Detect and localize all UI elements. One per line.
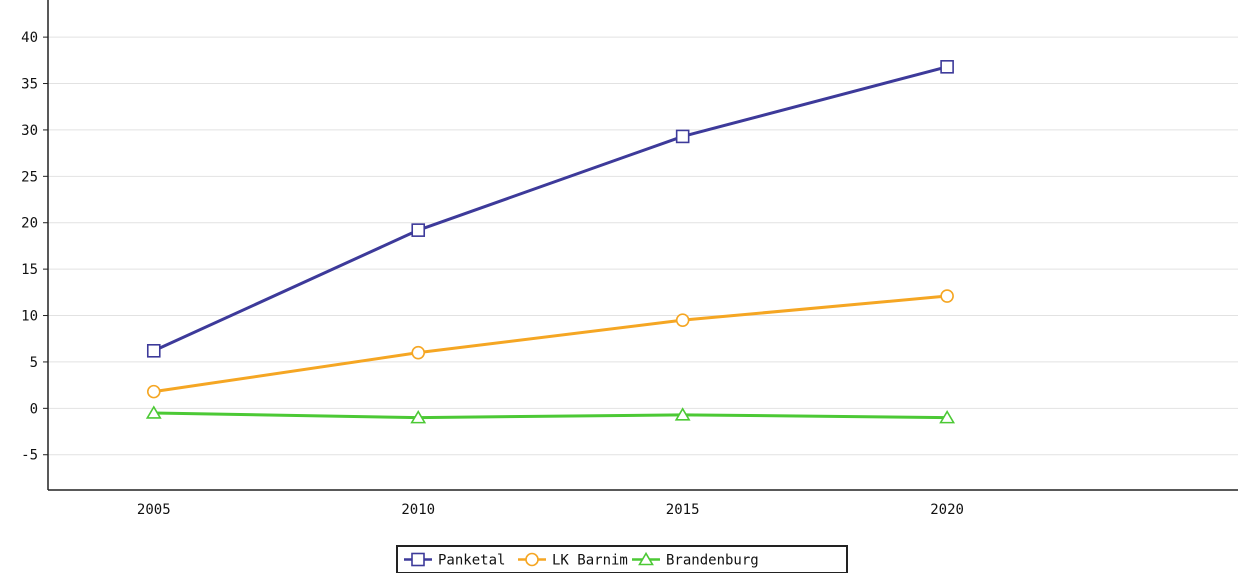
legend-box xyxy=(396,545,848,573)
data-point-square xyxy=(675,129,690,144)
data-point-circle xyxy=(146,384,161,399)
legend-marker-circle xyxy=(525,552,539,567)
data-point-circle xyxy=(675,313,690,327)
data-point-square xyxy=(146,343,161,358)
y-tick-label: 15 xyxy=(21,262,38,278)
data-point-triangle xyxy=(939,410,956,424)
x-tick-label: 2005 xyxy=(137,502,171,518)
y-tick-label: -5 xyxy=(21,448,38,464)
x-tick-label: 2015 xyxy=(666,502,700,518)
data-point-square xyxy=(940,60,954,74)
y-tick-label: 40 xyxy=(21,30,38,46)
y-tick-label: 20 xyxy=(21,216,38,232)
series-line xyxy=(153,294,948,394)
series-group xyxy=(145,60,956,424)
x-tick-label: 2020 xyxy=(930,502,964,518)
y-tick-label: 35 xyxy=(21,77,38,93)
legend-item-panketal[interactable]: Panketal xyxy=(404,553,505,569)
legend-label: Brandenburg xyxy=(666,553,759,569)
legend-item-lk-barnim[interactable]: LK Barnim xyxy=(518,553,628,569)
legend-label: LK Barnim xyxy=(552,553,628,569)
legend-marker-triangle xyxy=(638,551,654,566)
x-tick-label: 2010 xyxy=(401,502,435,518)
y-tick-label: 0 xyxy=(30,401,38,417)
y-tick-label: 30 xyxy=(21,123,38,139)
y-tick-label: 25 xyxy=(21,169,38,185)
legend[interactable]: Panketal LK Barnim Brandenburg xyxy=(396,545,848,573)
series-line xyxy=(153,411,948,420)
y-tick-label: 10 xyxy=(21,309,38,325)
series-lk-barnim xyxy=(146,289,954,399)
y-axis-ticks: -5 0 5 10 15 20 25 30 35 40 xyxy=(21,30,48,464)
legend-marker-square xyxy=(411,552,425,567)
series-panketal xyxy=(146,60,954,358)
data-point-triangle xyxy=(410,410,427,424)
gridlines xyxy=(48,36,1238,456)
data-point-circle xyxy=(411,345,426,360)
legend-item-brandenburg[interactable]: Brandenburg xyxy=(632,551,759,569)
data-point-square xyxy=(411,223,426,237)
series-brandenburg xyxy=(145,405,956,424)
x-axis-ticks: 2005 2010 2015 2020 xyxy=(137,502,964,518)
data-point-triangle xyxy=(674,407,691,421)
data-point-circle xyxy=(940,289,954,303)
legend-label: Panketal xyxy=(438,553,505,569)
series-line xyxy=(153,65,948,353)
y-tick-label: 5 xyxy=(30,355,38,371)
data-point-triangle xyxy=(145,405,162,419)
